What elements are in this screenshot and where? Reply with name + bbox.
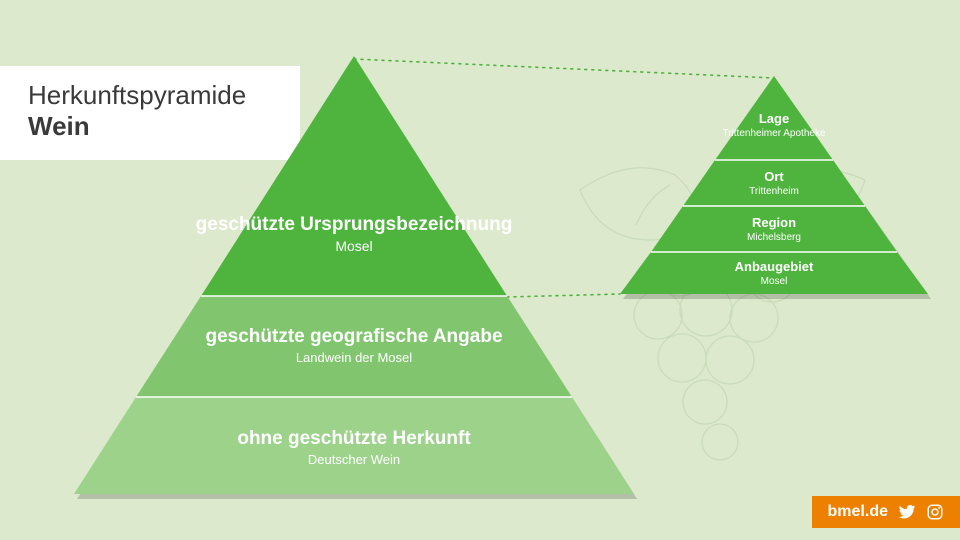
detail-pyramid-tier-2-label: Region Michelsberg	[620, 215, 928, 243]
main-pyramid-tier-1-subtitle: Landwein der Mosel	[74, 350, 634, 365]
footer-text: bmel.de	[828, 503, 888, 521]
main-pyramid-tier-0-title: geschützte Ursprungsbezeichnung	[74, 214, 634, 236]
detail-pyramid-tier-0-title: Lage	[620, 111, 928, 126]
main-pyramid-tier-0-shape	[201, 56, 507, 296]
detail-pyramid-tier-0-label: Lage Trittenheimer Apotheke	[620, 111, 928, 139]
detail-pyramid-tier-1-title: Ort	[620, 169, 928, 184]
detail-pyramid-tier-2-title: Region	[620, 215, 928, 230]
main-pyramid-tier-1-label: geschützte geografische Angabe Landwein d…	[74, 326, 634, 365]
instagram-icon	[926, 503, 944, 521]
detail-pyramid-tier-0-subtitle: Trittenheimer Apotheke	[620, 128, 928, 139]
main-pyramid-tier-2-subtitle: Deutscher Wein	[74, 452, 634, 467]
detail-pyramid-tier-3-label: Anbaugebiet Mosel	[620, 259, 928, 287]
detail-pyramid: Lage Trittenheimer Apotheke Ort Trittenheim…	[620, 76, 928, 294]
detail-pyramid-tier-1-label: Ort Trittenheim	[620, 169, 928, 197]
detail-pyramid-tier-1-subtitle: Trittenheim	[620, 186, 928, 197]
main-pyramid: geschützte UrsprungsbezeichnungMoselgesc…	[74, 56, 634, 494]
main-pyramid-tier-2-label: ohne geschützte Herkunft Deutscher Wein	[74, 428, 634, 467]
detail-pyramid-tier-2-subtitle: Michelsberg	[620, 232, 928, 243]
main-pyramid-tier-0-subtitle: Mosel	[74, 238, 634, 254]
detail-pyramid-tier-3-title: Anbaugebiet	[620, 259, 928, 274]
detail-pyramid-tier-3-subtitle: Mosel	[620, 276, 928, 287]
main-pyramid-tier-2-title: ohne geschützte Herkunft	[74, 428, 634, 450]
footer-badge: bmel.de	[812, 496, 960, 528]
main-pyramid-tier-0-label: geschützte Ursprungsbezeichnung Mosel	[74, 214, 634, 254]
twitter-icon	[898, 503, 916, 521]
main-pyramid-tier-1-title: geschützte geografische Angabe	[74, 326, 634, 348]
